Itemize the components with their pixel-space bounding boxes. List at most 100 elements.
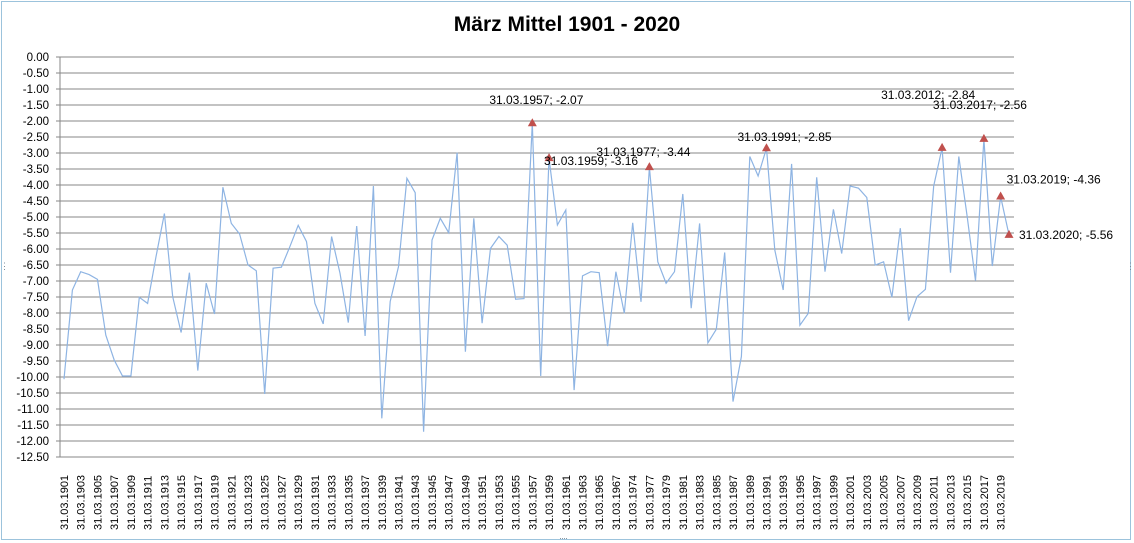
x-tick-label: 31.03.1913 bbox=[159, 475, 171, 530]
x-tick-label: 31.03.1933 bbox=[327, 475, 339, 530]
x-tick-label: 31.03.1999 bbox=[828, 475, 840, 530]
data-label: 31.03.2020; -5.56 bbox=[1019, 228, 1113, 242]
x-tick-label: 31.03.1911 bbox=[143, 476, 155, 530]
y-tick-label: -8.50 bbox=[23, 324, 49, 336]
x-tick-label: 31.03.1979 bbox=[661, 475, 673, 530]
y-tick-label: -1.50 bbox=[23, 100, 49, 112]
x-tick-label: 31.03.1901 bbox=[59, 475, 71, 530]
data-point-marker bbox=[1004, 229, 1014, 238]
x-tick-label: 31.03.1921 bbox=[226, 475, 238, 530]
x-tick-label: 31.03.2003 bbox=[862, 475, 874, 530]
x-tick-label: 31.03.1957 bbox=[527, 475, 539, 530]
x-tick-label: 31.03.2001 bbox=[845, 475, 857, 530]
x-tick-label: 31.03.1995 bbox=[795, 475, 807, 530]
x-tick-label: 31.03.1945 bbox=[427, 475, 439, 530]
x-tick-label: 31.03.1997 bbox=[812, 475, 824, 530]
y-tick-label: -2.50 bbox=[23, 132, 49, 144]
x-tick-label: 31.03.1951 bbox=[477, 475, 489, 530]
x-tick-label: 31.03.1927 bbox=[276, 475, 288, 530]
x-tick-label: 31.03.1989 bbox=[745, 475, 757, 530]
resize-handle-bottom[interactable]: ···· bbox=[559, 533, 568, 543]
y-tick-label: -11.50 bbox=[17, 420, 49, 432]
x-tick-label: 31.03.1937 bbox=[360, 475, 372, 530]
x-tick-label: 31.03.1929 bbox=[293, 475, 305, 530]
data-point-marker bbox=[644, 162, 654, 171]
resize-handle-right[interactable]: ⋮ bbox=[1126, 261, 1134, 271]
data-label: 31.03.2017; -2.56 bbox=[933, 98, 1027, 112]
y-tick-label: -9.50 bbox=[23, 356, 49, 368]
x-tick-label: 31.03.1961 bbox=[561, 475, 573, 530]
x-tick-label: 31.03.1959 bbox=[544, 475, 556, 530]
y-tick-label: -10.00 bbox=[16, 372, 49, 384]
y-tick-label: -5.00 bbox=[23, 212, 49, 224]
data-point-marker bbox=[761, 143, 771, 152]
x-tick-label: 31.03.1935 bbox=[343, 475, 355, 530]
x-tick-label: 31.03.1981 bbox=[678, 475, 690, 530]
y-tick-label: -3.00 bbox=[23, 148, 49, 160]
series-line bbox=[63, 123, 1010, 432]
data-label: 31.03.1959; -3.16 bbox=[544, 154, 638, 168]
x-tick-label: 31.03.1985 bbox=[711, 475, 723, 530]
x-tick-label: 31.03.1909 bbox=[126, 475, 138, 530]
x-tick-label: 31.03.2011 bbox=[929, 476, 941, 530]
x-tick-label: 31.03.1993 bbox=[778, 475, 790, 530]
x-tick-label: 31.03.1923 bbox=[243, 475, 255, 530]
x-tick-label: 31.03.1953 bbox=[494, 475, 506, 530]
y-tick-label: -5.50 bbox=[23, 228, 49, 240]
data-point-marker bbox=[979, 133, 989, 142]
x-tick-label: 31.03.1987 bbox=[728, 475, 740, 530]
x-tick-label: 31.03.1974 bbox=[628, 475, 640, 530]
y-tick-label: -12.50 bbox=[16, 452, 49, 464]
y-tick-label: -8.00 bbox=[23, 308, 49, 320]
x-tick-label: 31.03.1949 bbox=[460, 475, 472, 530]
x-tick-label: 31.03.2005 bbox=[879, 475, 891, 530]
x-tick-label: 31.03.1967 bbox=[611, 475, 623, 530]
y-tick-label: -4.00 bbox=[23, 180, 49, 192]
data-point-marker bbox=[937, 142, 947, 151]
data-label: 31.03.1991; -2.85 bbox=[737, 130, 831, 144]
y-tick-label: -3.50 bbox=[23, 164, 49, 176]
y-tick-label: -6.00 bbox=[23, 244, 49, 256]
x-tick-label: 31.03.1905 bbox=[92, 475, 104, 530]
x-tick-label: 31.03.1931 bbox=[310, 475, 322, 530]
x-tick-label: 31.03.1955 bbox=[511, 475, 523, 530]
x-tick-label: 31.03.2019 bbox=[996, 475, 1008, 530]
y-tick-label: -12.00 bbox=[16, 436, 49, 448]
x-tick-label: 31.03.1925 bbox=[260, 475, 272, 530]
y-tick-label: -9.00 bbox=[23, 340, 49, 352]
data-label: 31.03.1977; -3.44 bbox=[596, 145, 690, 159]
x-tick-label: 31.03.1907 bbox=[109, 475, 121, 530]
x-tick-label: 31.03.2017 bbox=[979, 475, 991, 530]
x-tick-label: 31.03.1991 bbox=[761, 475, 773, 530]
x-tick-label: 31.03.1943 bbox=[410, 475, 422, 530]
resize-handle-left[interactable]: ⋮ bbox=[0, 261, 9, 271]
y-tick-label: -2.00 bbox=[23, 116, 49, 128]
x-tick-label: 31.03.2007 bbox=[895, 475, 907, 530]
y-tick-label: -11.00 bbox=[17, 404, 49, 416]
data-point-marker bbox=[527, 118, 537, 127]
x-tick-label: 31.03.1941 bbox=[394, 475, 406, 530]
y-tick-label: -7.50 bbox=[23, 292, 49, 304]
x-tick-label: 31.03.1963 bbox=[577, 475, 589, 530]
x-tick-label: 31.03.1983 bbox=[695, 475, 707, 530]
x-tick-label: 31.03.2009 bbox=[912, 475, 924, 530]
data-point-marker bbox=[996, 191, 1006, 200]
x-tick-label: 31.03.1939 bbox=[377, 475, 389, 530]
x-tick-label: 31.03.1919 bbox=[210, 475, 222, 530]
data-label: 31.03.2012; -2.84 bbox=[881, 88, 975, 102]
y-tick-label: -4.50 bbox=[23, 196, 49, 208]
data-point-marker bbox=[544, 153, 554, 162]
y-tick-label: -6.50 bbox=[23, 260, 49, 272]
x-tick-label: 31.03.1903 bbox=[76, 475, 88, 530]
x-tick-label: 31.03.1965 bbox=[594, 475, 606, 530]
y-tick-label: -10.50 bbox=[16, 388, 49, 400]
chart-title: März Mittel 1901 - 2020 bbox=[453, 13, 681, 36]
x-tick-label: 31.03.2013 bbox=[945, 475, 957, 530]
x-tick-label: 31.03.1977 bbox=[644, 475, 656, 530]
y-tick-label: -0.50 bbox=[23, 68, 49, 80]
x-tick-label: 31.03.1915 bbox=[176, 475, 188, 530]
data-label: 31.03.2019; -4.36 bbox=[1007, 173, 1101, 187]
x-tick-label: 31.03.2015 bbox=[962, 475, 974, 530]
